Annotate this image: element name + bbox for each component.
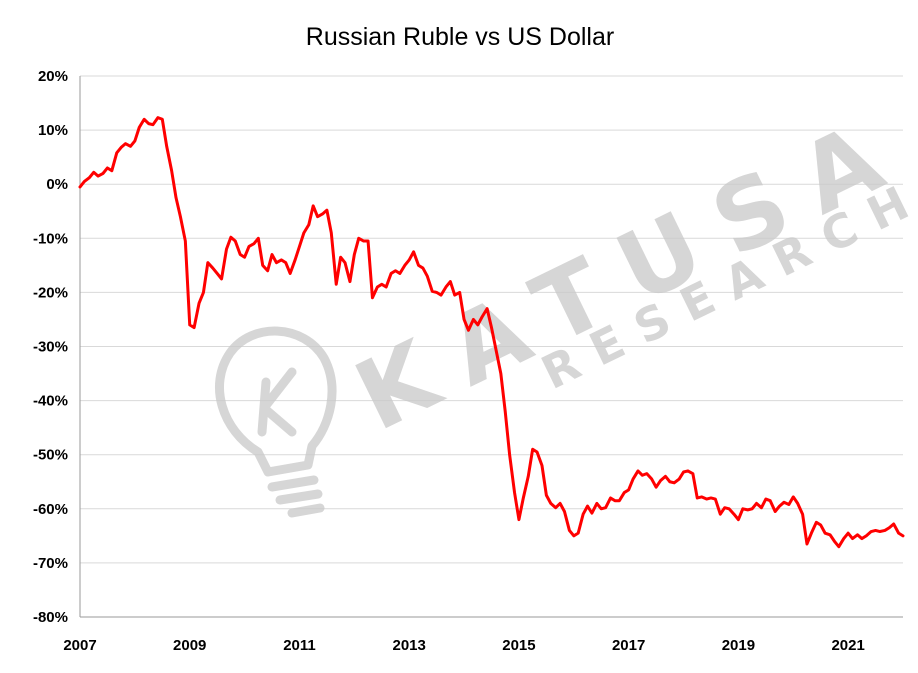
y-tick-label: -10% bbox=[33, 230, 68, 247]
lightbulb-k-icon bbox=[214, 326, 337, 518]
x-tick-label: 2019 bbox=[722, 637, 755, 654]
x-tick-label: 2015 bbox=[502, 637, 535, 654]
y-tick-label: -50% bbox=[33, 447, 68, 464]
watermark: KATUSA RESEARCH bbox=[214, 91, 918, 518]
y-tick-labels: 20% 10% 0% -10% -20% -30% -40% -50% -60% -70% -80% bbox=[33, 68, 68, 626]
y-tick-label: -30% bbox=[33, 339, 68, 356]
x-tick-label: 2017 bbox=[612, 637, 645, 654]
series-line bbox=[78, 116, 905, 549]
x-tick-label: 2007 bbox=[63, 637, 96, 654]
y-tick-label: -80% bbox=[33, 609, 68, 626]
y-tick-label: -60% bbox=[33, 501, 68, 518]
x-tick-label: 2021 bbox=[831, 637, 864, 654]
x-tick-label: 2009 bbox=[173, 637, 206, 654]
y-tick-label: 20% bbox=[38, 68, 68, 85]
x-tick-label: 2013 bbox=[393, 637, 426, 654]
x-tick-label: 2011 bbox=[283, 637, 316, 654]
y-tick-label: 0% bbox=[46, 176, 68, 193]
y-tick-label: -70% bbox=[33, 555, 68, 572]
y-tick-label: 10% bbox=[38, 122, 68, 139]
axes bbox=[79, 76, 903, 618]
series-group bbox=[78, 116, 905, 549]
y-tick-label: -20% bbox=[33, 284, 68, 301]
x-tick-labels: 2007 2009 2011 2013 2015 2017 2019 2021 bbox=[63, 637, 865, 654]
y-tick-label: -40% bbox=[33, 393, 68, 410]
chart-title: Russian Ruble vs US Dollar bbox=[306, 23, 614, 51]
